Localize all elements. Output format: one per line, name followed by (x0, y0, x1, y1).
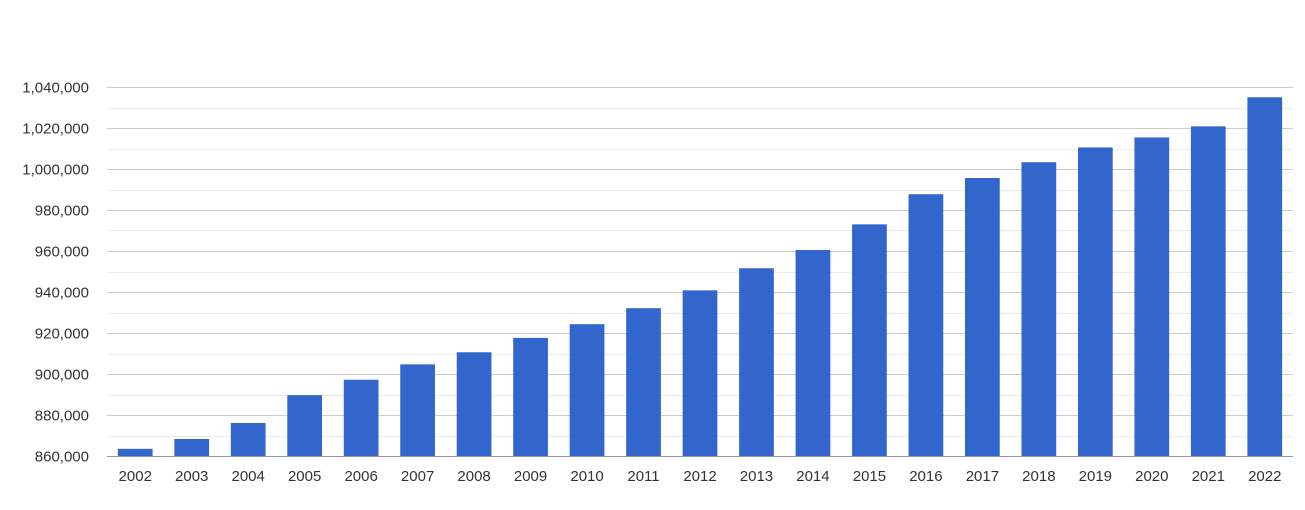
y-tick-label: 980,000 (35, 203, 89, 220)
x-tick-label: 2006 (344, 468, 377, 485)
x-tick-label: 2010 (570, 468, 603, 485)
bar (908, 194, 944, 456)
x-tick-label: 2019 (1079, 468, 1112, 485)
bar (682, 290, 718, 456)
x-tick-label: 2002 (119, 468, 152, 485)
bar (343, 379, 379, 456)
bar (1021, 162, 1057, 457)
bars (117, 97, 1283, 457)
x-tick-label: 2021 (1192, 468, 1225, 485)
x-tick-label: 2003 (175, 468, 208, 485)
bar (795, 249, 831, 456)
bar (456, 352, 492, 456)
y-tick-label: 900,000 (35, 367, 89, 384)
y-tick-label: 1,020,000 (22, 121, 89, 138)
bar (569, 324, 605, 456)
y-axis-tick-labels: 860,000 880,000 900,000 920,000 940,000 960,0… (22, 80, 89, 466)
x-tick-label: 2013 (740, 468, 773, 485)
x-tick-label: 2005 (288, 468, 321, 485)
bar (230, 423, 266, 456)
x-tick-label: 2008 (457, 468, 490, 485)
y-tick-label: 940,000 (35, 285, 89, 302)
bar (400, 364, 435, 456)
bar (1247, 97, 1283, 456)
y-tick-label: 920,000 (35, 326, 89, 343)
y-tick-label: 860,000 (35, 449, 89, 466)
x-tick-label: 2017 (966, 468, 999, 485)
x-tick-label: 2016 (909, 468, 942, 485)
x-tick-label: 2012 (683, 468, 716, 485)
y-tick-label: 1,040,000 (22, 80, 89, 97)
bar (1077, 147, 1113, 456)
y-tick-label: 960,000 (35, 244, 89, 261)
x-tick-label: 2015 (853, 468, 886, 485)
bar (852, 224, 887, 456)
x-tick-label: 2020 (1135, 468, 1168, 485)
x-tick-label: 2014 (796, 468, 829, 485)
bar (287, 395, 323, 456)
bar (117, 448, 153, 456)
bar (1190, 126, 1226, 457)
bar (739, 268, 774, 456)
bar (1134, 137, 1170, 456)
bar (174, 438, 210, 456)
x-axis-tick-labels: 2002 2003 2004 2005 2006 2007 2008 2009 2010 2011… (119, 468, 1282, 485)
bar (626, 308, 661, 456)
x-tick-label: 2007 (401, 468, 434, 485)
x-tick-label: 2022 (1248, 468, 1281, 485)
x-tick-label: 2018 (1022, 468, 1055, 485)
bar (513, 337, 548, 456)
x-tick-label: 2004 (232, 468, 265, 485)
bar (965, 178, 1000, 456)
y-tick-label: 880,000 (35, 408, 89, 425)
x-tick-label: 2009 (514, 468, 547, 485)
y-tick-label: 1,000,000 (22, 162, 89, 179)
x-tick-label: 2011 (627, 468, 659, 485)
